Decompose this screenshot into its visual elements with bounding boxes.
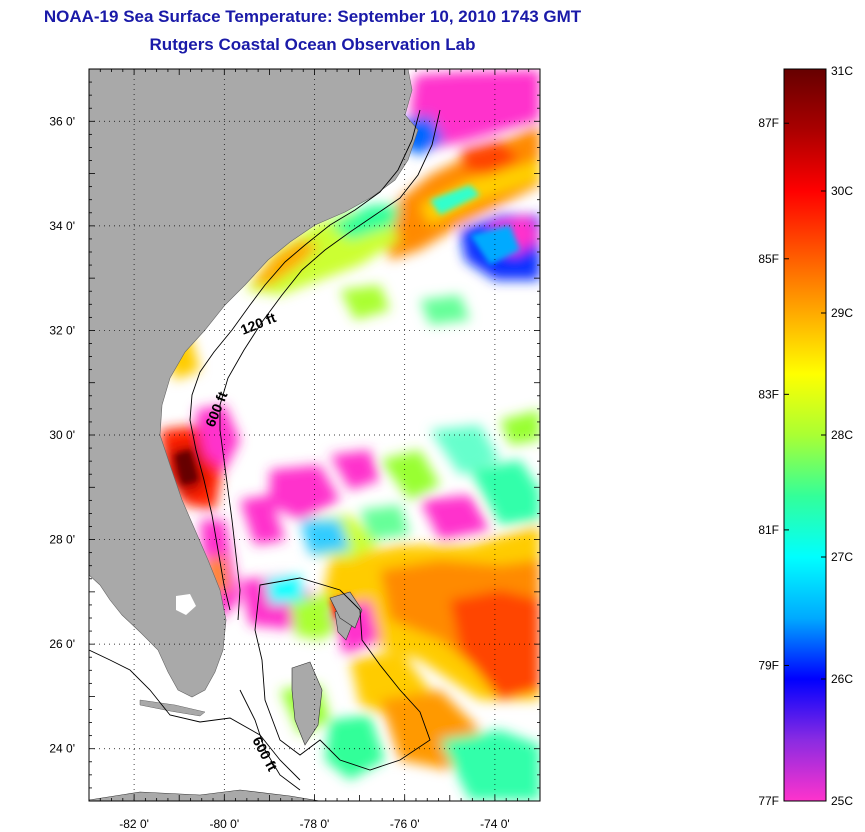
colorbar-ticks [784, 68, 826, 802]
fahrenheit-label: 79F [758, 658, 779, 672]
fahrenheit-label: 85F [758, 252, 779, 266]
lon-tick-label: -76 0' [390, 817, 420, 831]
lat-tick-label: 36 0' [49, 114, 75, 128]
lake-okeechobee [176, 594, 196, 615]
lon-tick-label: -80 0' [209, 817, 239, 831]
colorbar: 31C 30C 29C 28C 27C 26C 25C 87F 85F 83F 81F 79F 77F [758, 64, 853, 808]
fahrenheit-label: 83F [758, 387, 779, 401]
colorbar-labels: 31C 30C 29C 28C 27C 26C 25C 87F 85F 83F 81F 79F 77F [758, 64, 853, 808]
contour-south-600 [239, 689, 301, 791]
contour-120ft [189, 109, 421, 611]
lat-tick-label: 26 0' [49, 637, 75, 651]
celsius-label: 25C [831, 794, 853, 808]
contour-600ft [219, 109, 441, 621]
axis-labels: 36 0' 34 0' 32 0' 30 0' 28 0' 26 0' 24 0' -82 0… [49, 114, 509, 831]
lat-tick-label: 24 0' [49, 742, 75, 756]
lat-tick-label: 34 0' [49, 219, 75, 233]
axis-ticks [88, 68, 541, 802]
sst-imagery [160, 70, 540, 800]
lon-tick-label: -74 0' [480, 817, 510, 831]
celsius-label: 28C [831, 428, 853, 442]
title-line-1: NOAA-19 Sea Surface Temperature: Septemb… [43, 7, 582, 26]
lon-tick-label: -78 0' [300, 817, 330, 831]
map-area: 120 ft 600 ft 600 ft [89, 69, 540, 801]
florida-keys [139, 699, 206, 717]
lon-tick-label: -82 0' [119, 817, 149, 831]
celsius-label: 30C [831, 184, 853, 198]
fahrenheit-label: 77F [758, 794, 779, 808]
gridlines [89, 69, 540, 801]
celsius-label: 26C [831, 672, 853, 686]
bathymetry-contours [89, 109, 441, 791]
contour-keys [89, 649, 301, 781]
fahrenheit-label: 81F [758, 523, 779, 537]
abaco-island [329, 591, 363, 629]
celsius-label: 27C [831, 550, 853, 564]
celsius-label: 29C [831, 306, 853, 320]
contour-bahamas-outline [254, 577, 431, 771]
lat-tick-label: 28 0' [49, 533, 75, 547]
title-line-2: Rutgers Coastal Ocean Observation Lab [149, 35, 476, 54]
land [89, 69, 419, 801]
lat-tick-label: 32 0' [49, 323, 75, 337]
fahrenheit-label: 87F [758, 116, 779, 130]
colorbar-gradient [783, 68, 827, 802]
cuba-coast [89, 789, 321, 801]
lat-tick-label: 30 0' [49, 428, 75, 442]
us-east-coast-land [89, 69, 419, 698]
celsius-label: 31C [831, 64, 853, 78]
